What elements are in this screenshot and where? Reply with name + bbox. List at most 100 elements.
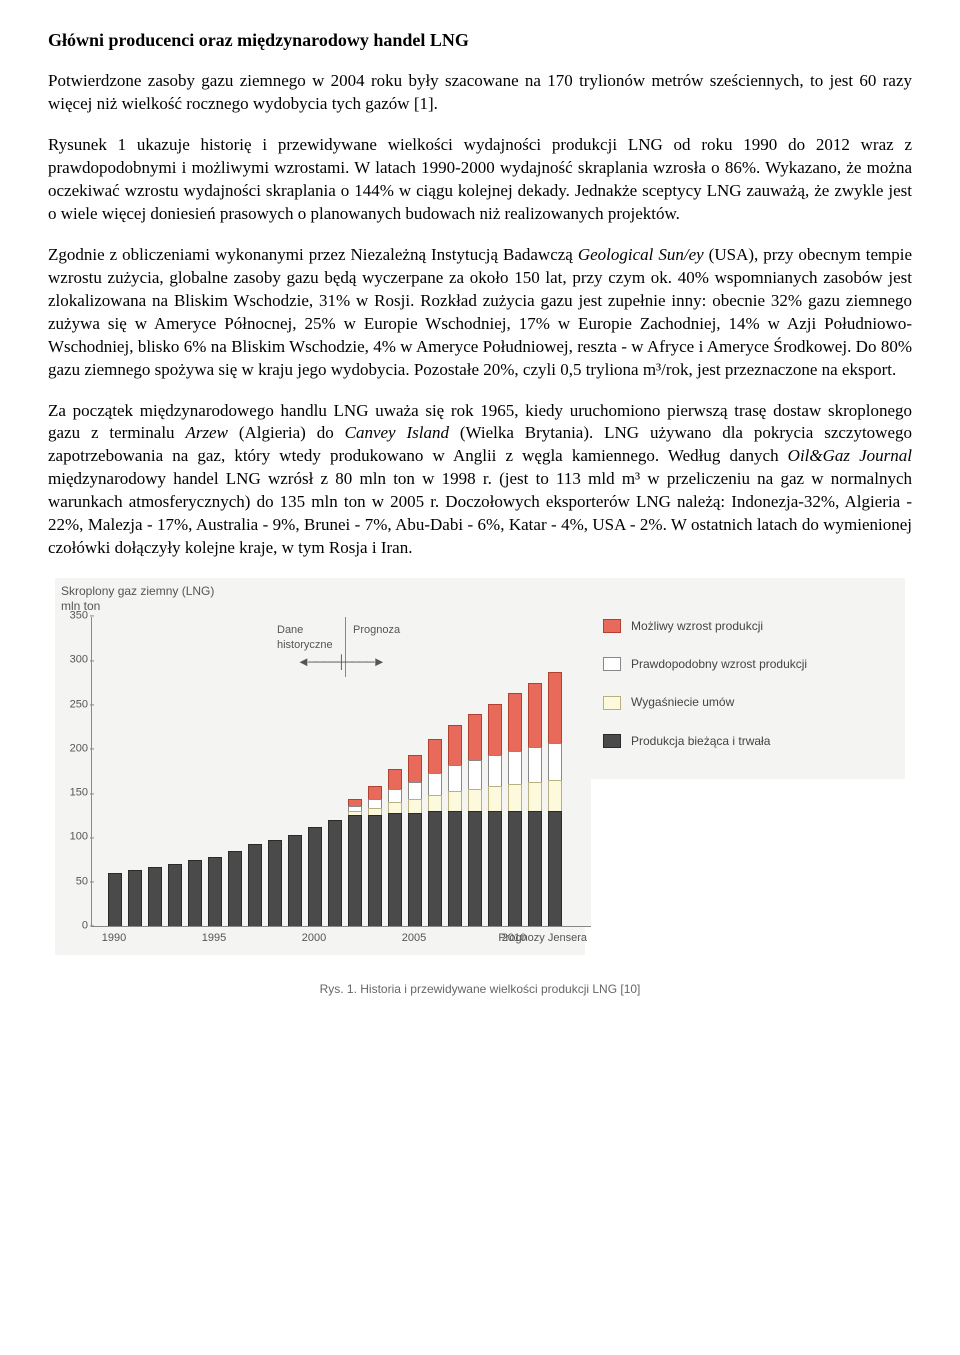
chart-arrows-icon: ◄────┼────►: [297, 653, 384, 671]
page-title: Główni producenci oraz międzynarodowy ha…: [48, 28, 912, 52]
chart-bar: [288, 835, 302, 926]
chart-bar-segment-possible: [528, 683, 542, 747]
lng-chart: Skroplony gaz ziemny (LNG)mln ton 050100…: [55, 578, 905, 997]
chart-bar-segment-base: [348, 815, 362, 926]
chart-bar-segment-base: [128, 870, 142, 926]
chart-bar-segment-probable: [408, 782, 422, 800]
p4-italic-2: Canvey Island: [345, 423, 449, 442]
chart-bar-segment-expire: [368, 808, 382, 815]
chart-bar-segment-expire: [468, 789, 482, 811]
chart-bar: [228, 851, 242, 926]
chart-bar: [248, 844, 262, 925]
chart-bar: [108, 873, 122, 926]
chart-bar-segment-probable: [548, 743, 562, 780]
chart-bar-segment-base: [428, 811, 442, 926]
chart-bar-segment-expire: [528, 782, 542, 810]
chart-y-tick: 0: [58, 918, 88, 933]
chart-bar-segment-possible: [428, 739, 442, 773]
chart-bar-segment-possible: [468, 714, 482, 760]
chart-bar-segment-base: [248, 844, 262, 925]
chart-bar-segment-possible: [508, 693, 522, 751]
chart-bar-segment-base: [208, 857, 222, 926]
legend-item-base: Produkcja bieżąca i trwała: [603, 733, 897, 749]
chart-x-tick: 2000: [302, 931, 326, 946]
p4-d: międzynarodowy handel LNG wzrósł z 80 ml…: [48, 469, 912, 557]
chart-label-historic: Danehistoryczne: [277, 623, 333, 653]
chart-bar-segment-probable: [368, 799, 382, 808]
chart-bar-segment-expire: [488, 786, 502, 811]
p4-b: (Algieria) do: [228, 423, 345, 442]
paragraph-4: Za początek międzynarodowego handlu LNG …: [48, 400, 912, 561]
chart-x-axis: 19901995200020052010Prognozy Jensera: [91, 927, 591, 949]
chart-y-tick: 250: [58, 697, 88, 712]
chart-bar-segment-expire: [408, 799, 422, 812]
chart-bar-segment-probable: [388, 789, 402, 802]
chart-bar: [168, 864, 182, 926]
chart-bar-segment-base: [408, 813, 422, 926]
chart-bar: [508, 693, 522, 926]
chart-bar: [528, 683, 542, 926]
chart-y-tick: 300: [58, 653, 88, 668]
p4-italic-3: Oil&Gaz Journal: [788, 446, 912, 465]
chart-x-tick: 1990: [102, 931, 126, 946]
chart-bar-segment-base: [228, 851, 242, 926]
chart-y-title: Skroplony gaz ziemny (LNG)mln ton: [61, 584, 579, 613]
chart-y-tick: 350: [58, 608, 88, 623]
p3-a: Zgodnie z obliczeniami wykonanymi przez …: [48, 245, 578, 264]
chart-bar: [348, 799, 362, 926]
chart-bar-segment-base: [328, 820, 342, 926]
chart-bar-segment-base: [288, 835, 302, 926]
chart-bar-segment-base: [188, 860, 202, 926]
chart-caption: Rys. 1. Historia i przewidywane wielkośc…: [55, 981, 905, 997]
legend-swatch-icon: [603, 696, 621, 710]
paragraph-1: Potwierdzone zasoby gazu ziemnego w 2004…: [48, 70, 912, 116]
chart-bar-segment-possible: [448, 725, 462, 765]
legend-label: Prawdopodobny wzrost produkcji: [631, 656, 807, 672]
chart-bar-segment-base: [308, 827, 322, 926]
chart-bar-segment-base: [148, 867, 162, 925]
chart-bar-segment-possible: [348, 799, 362, 806]
chart-bar: [368, 786, 382, 926]
legend-item-expire: Wygaśniecie umów: [603, 694, 897, 710]
chart-bar-segment-probable: [528, 747, 542, 782]
chart-bar-segment-expire: [548, 780, 562, 811]
chart-bar: [448, 725, 462, 926]
legend-swatch-icon: [603, 619, 621, 633]
chart-y-tick: 100: [58, 830, 88, 845]
chart-x-note: Prognozy Jensera: [498, 931, 587, 946]
chart-bar-segment-possible: [408, 755, 422, 782]
chart-bar: [268, 840, 282, 926]
chart-bar-segment-possible: [548, 672, 562, 743]
chart-bar-segment-possible: [388, 769, 402, 788]
chart-bar-segment-expire: [388, 802, 402, 813]
chart-bar-segment-expire: [428, 795, 442, 811]
legend-item-probable: Prawdopodobny wzrost produkcji: [603, 656, 897, 672]
chart-y-tick: 150: [58, 786, 88, 801]
chart-bar: [188, 860, 202, 926]
legend-item-possible: Możliwy wzrost produkcji: [603, 618, 897, 634]
chart-bar-segment-expire: [508, 784, 522, 811]
chart-bar: [208, 857, 222, 926]
chart-bar: [548, 672, 562, 926]
legend-label: Możliwy wzrost produkcji: [631, 618, 763, 634]
chart-bar: [468, 714, 482, 926]
chart-bar-segment-base: [368, 815, 382, 926]
chart-label-forecast: Prognoza: [353, 623, 400, 638]
chart-bar: [408, 755, 422, 926]
paragraph-2: Rysunek 1 ukazuje historię i przewidywan…: [48, 134, 912, 226]
chart-bar-segment-probable: [468, 760, 482, 788]
paragraph-3: Zgodnie z obliczeniami wykonanymi przez …: [48, 244, 912, 382]
chart-bar-segment-base: [448, 811, 462, 926]
chart-y-tick: 50: [58, 874, 88, 889]
chart-bar-segment-expire: [448, 791, 462, 810]
chart-bar-segment-probable: [448, 765, 462, 792]
chart-plot-area: 050100150200250300350DanehistoryczneProg…: [91, 617, 591, 927]
chart-bar-segment-base: [168, 864, 182, 926]
chart-bar-segment-base: [488, 811, 502, 926]
chart-bar: [128, 870, 142, 926]
chart-bar-segment-probable: [488, 755, 502, 786]
chart-x-tick: 2005: [402, 931, 426, 946]
chart-bar-segment-base: [108, 873, 122, 926]
chart-bar: [428, 739, 442, 926]
legend-label: Wygaśniecie umów: [631, 694, 734, 710]
